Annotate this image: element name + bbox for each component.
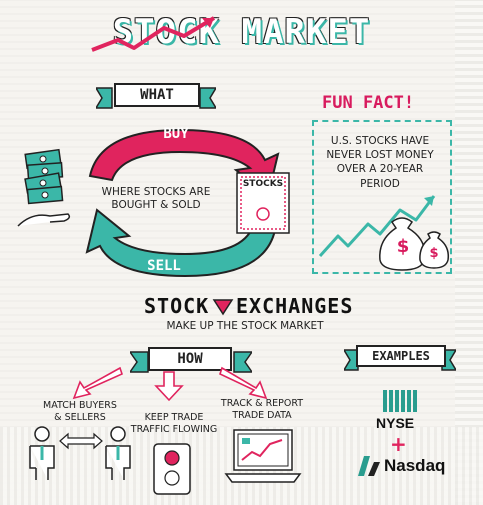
what-banner: WHAT: [114, 83, 200, 107]
fun-fact-line2: NEVER LOST MONEY: [326, 149, 434, 162]
nasdaq-label: Nasdaq: [384, 456, 446, 475]
exchange-double-arrow-icon: [59, 432, 103, 450]
page-title: STOCK MARKET: [112, 12, 371, 52]
what-description-line2: BOUGHT & SOLD: [111, 199, 201, 212]
traffic-light-icon: [153, 443, 191, 495]
buy-sell-cycle: [85, 128, 280, 278]
napkin-edge-right: [455, 0, 483, 505]
fun-fact-title: FUN FACT!: [322, 93, 415, 113]
exchanges-title-right: EXCHANGES: [236, 294, 354, 318]
growth-chart-icon: [318, 195, 436, 258]
how-item-3-line1: TRACK & REPORT: [220, 398, 304, 409]
exchanges-down-triangle-icon: [212, 299, 234, 316]
certificate-label: STOCKS: [242, 179, 284, 189]
nyse-label: NYSE: [376, 415, 415, 431]
laptop-chart-icon: [224, 429, 302, 483]
how-item-2-line2: TRAFFIC FLOWING: [130, 423, 218, 435]
buy-label: BUY: [163, 126, 189, 142]
how-item-2-line1: KEEP TRADE: [144, 412, 204, 423]
exchanges-subtitle: MAKE UP THE STOCK MARKET: [166, 320, 324, 332]
how-item-1-line2: & SELLERS: [54, 411, 106, 423]
businessman-icon: [29, 426, 131, 480]
money-bag-icon: [379, 217, 450, 271]
what-description-line1: WHERE STOCKS ARE: [101, 186, 211, 198]
money-bag-symbol-small: $: [429, 246, 439, 261]
fun-fact-line3: OVER A 20-YEAR: [336, 163, 424, 176]
how-banner: HOW: [148, 347, 232, 371]
fun-fact-line4: PERIOD: [360, 177, 400, 190]
nasdaq-logo-icon: [358, 456, 380, 476]
how-item-1-line1: MATCH BUYERS: [43, 400, 117, 411]
how-banner-ribbon: [130, 351, 252, 373]
fun-fact-box: [312, 120, 452, 274]
hand-icon: [17, 213, 71, 227]
title-trend-arrow-icon: [91, 16, 216, 52]
examples-plus: +: [390, 432, 407, 456]
money-bag-symbol-large: $: [396, 236, 410, 257]
how-item-3-line2: TRADE DATA: [232, 409, 292, 421]
fun-fact-line1: U.S. STOCKS HAVE: [330, 135, 430, 147]
examples-banner: EXAMPLES: [356, 345, 446, 367]
money-stack-icon: [17, 148, 71, 227]
how-arrows: [72, 366, 268, 402]
what-banner-ribbon: [96, 87, 216, 109]
exchanges-title-left: STOCK: [144, 294, 210, 318]
nyse-columns-icon: [383, 390, 417, 412]
sell-label: SELL: [147, 258, 181, 274]
sell-arrow: [85, 208, 277, 278]
stock-certificate-icon: [236, 172, 290, 234]
